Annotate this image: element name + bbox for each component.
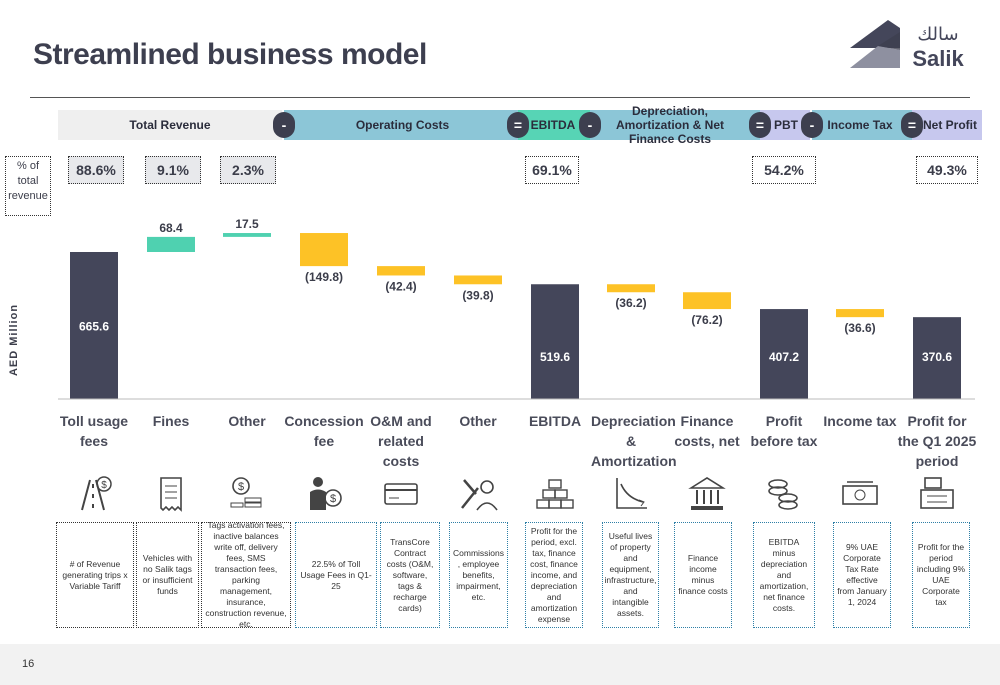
description-box: Tags activation fees, inactive balances … <box>201 520 291 629</box>
minus-operator: - <box>273 112 295 138</box>
category-label: Profit for the Q1 2025 period <box>897 413 977 469</box>
pct-other: 2.3% <box>220 156 276 184</box>
equals-operator: = <box>749 112 771 138</box>
title-divider <box>30 97 970 98</box>
pct-fines: 9.1% <box>145 156 201 184</box>
person-dollar-icon: $ <box>310 477 342 510</box>
label-net-profit: Net Profit <box>923 118 977 132</box>
band-total-revenue <box>58 110 282 140</box>
svg-text:$: $ <box>101 480 107 491</box>
category-label: Other <box>459 413 497 429</box>
label-income-tax: Income Tax <box>827 118 893 132</box>
page-title: Streamlined business model <box>33 38 427 71</box>
label-operating-costs: Operating Costs <box>355 118 450 132</box>
gold-bars-icon <box>536 479 574 509</box>
label-ebitda: EBITDA <box>530 118 576 132</box>
svg-text:$: $ <box>330 493 336 505</box>
data-label-11: 370.6 <box>922 350 952 364</box>
bar-2 <box>223 233 271 237</box>
equals-operator: = <box>901 112 923 138</box>
data-label-7: (36.2) <box>615 296 646 310</box>
coins-icon: $ <box>230 477 262 508</box>
description-box: Useful lives of property and equipment, … <box>602 522 659 628</box>
footer-bar <box>0 644 1000 685</box>
minus-operator: - <box>579 112 601 138</box>
description-box: Finance income minus finance costs <box>674 522 732 628</box>
band-net-profit <box>912 110 982 140</box>
data-label-1: 68.4 <box>159 221 183 235</box>
data-label-6: 519.6 <box>540 350 570 364</box>
logo-arabic: سالك <box>917 24 958 45</box>
data-label-4: (42.4) <box>385 279 416 293</box>
description-box: TransCore Contract costs (O&M, software,… <box>380 522 440 628</box>
data-label-3: (149.8) <box>305 270 343 284</box>
percent-legend: % of total revenue <box>5 156 51 216</box>
bar-5 <box>454 275 502 285</box>
bar-0 <box>70 252 118 399</box>
data-label-9: 407.2 <box>769 350 799 364</box>
data-label-0: 665.6 <box>79 320 109 334</box>
tools-person-icon <box>461 479 498 511</box>
band-operating-costs <box>284 110 518 140</box>
equals-operator: = <box>507 112 529 138</box>
page-number: 16 <box>22 658 35 670</box>
minus-operator: - <box>801 112 823 138</box>
description-box: 9% UAE Corporate Tax Rate effective from… <box>833 522 891 628</box>
band-income-tax <box>812 110 912 140</box>
label-total-revenue: Total Revenue <box>129 118 211 132</box>
bar-3 <box>300 233 348 267</box>
data-label-8: (76.2) <box>691 313 722 327</box>
label-depreciation: Depreciation, Amortization & Net Finance… <box>616 104 724 146</box>
description-box: # of Revenue generating trips x Variable… <box>56 522 134 628</box>
bar-9 <box>760 309 808 399</box>
toll-road-icon: $ <box>81 476 112 511</box>
bar-4 <box>377 266 425 276</box>
data-label-5: (39.8) <box>462 288 493 302</box>
salik-logo: سالك Salik <box>850 20 964 71</box>
category-label: Other <box>228 413 266 429</box>
band-depreciation <box>590 110 760 140</box>
description-box: Profit for the period including 9% UAE C… <box>912 522 970 628</box>
receipt-icon <box>160 477 182 512</box>
description-box: 22.5% of Toll Usage Fees in Q1-25 <box>295 522 377 628</box>
category-label: Fines <box>152 413 190 429</box>
svg-text:$: $ <box>238 481 244 493</box>
logo-latin: Salik <box>912 46 964 71</box>
category-label: Concession fee <box>284 413 364 449</box>
category-label: Finance costs, net <box>674 413 740 449</box>
category-label: EBITDA <box>528 413 582 429</box>
cash-icon <box>842 481 878 505</box>
bar-8 <box>683 292 731 310</box>
description-box: Commissions , employee benefits, impairm… <box>449 522 508 628</box>
description-box: Profit for the period, excl. tax, financ… <box>525 522 583 628</box>
card-icon <box>384 483 418 505</box>
bar-1 <box>147 236 195 252</box>
coin-stack-icon <box>768 479 798 510</box>
category-label: Profit before tax <box>750 413 818 449</box>
bar-11 <box>913 317 961 399</box>
bar-7 <box>607 284 655 293</box>
declining-graph-icon <box>616 478 647 509</box>
bank-icon <box>688 477 726 510</box>
pct-toll-usage: 88.6% <box>68 156 124 184</box>
pct-ebitda: 69.1% <box>525 156 579 184</box>
bar-6 <box>531 284 579 399</box>
label-pbt: PBT <box>774 118 798 132</box>
category-label: Income tax <box>823 413 897 429</box>
y-axis-label: AED Million <box>8 303 20 377</box>
category-label: Toll usage fees <box>59 413 129 449</box>
description-box: EBITDA minus depreciation and amortizati… <box>753 522 815 628</box>
category-label: O&M and related costs <box>370 413 432 469</box>
band-ebitda <box>518 110 590 140</box>
cash-register-icon <box>920 477 954 509</box>
pct-pbt: 54.2% <box>752 156 816 184</box>
bar-10 <box>836 309 884 318</box>
pct-net-profit: 49.3% <box>916 156 978 184</box>
description-box: Vehicles with no Salik tags or insuffici… <box>136 522 199 628</box>
data-label-10: (36.6) <box>844 321 875 335</box>
data-label-2: 17.5 <box>235 217 259 231</box>
category-label: Depreciation & Amortization <box>591 413 677 469</box>
